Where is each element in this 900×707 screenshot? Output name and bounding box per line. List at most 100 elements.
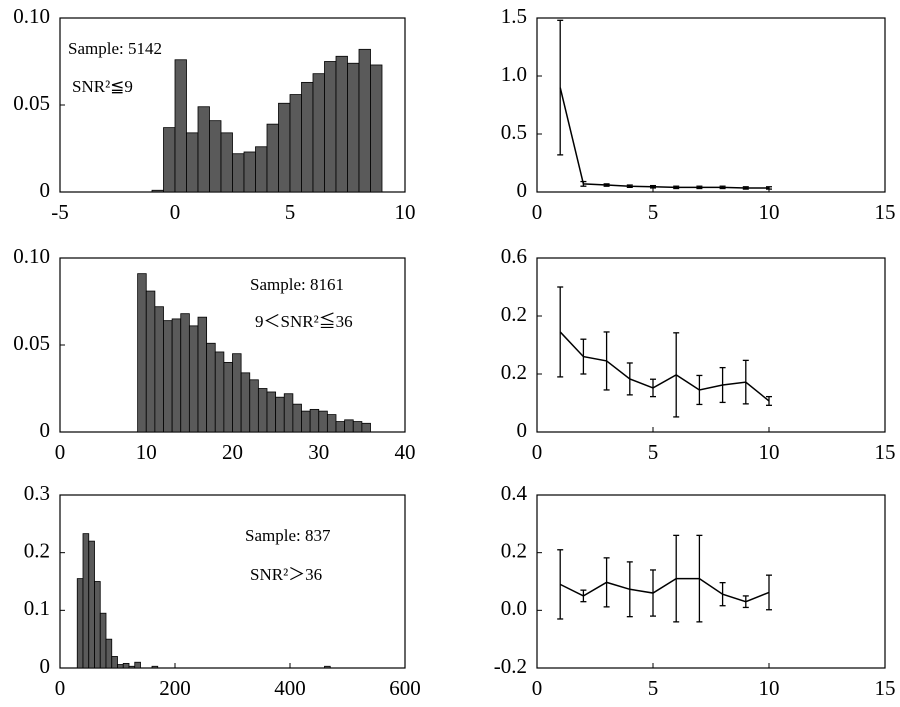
y-tick-label: 0.2 xyxy=(24,538,50,562)
annotation: Sample: 8161 xyxy=(250,275,344,294)
histogram-bar xyxy=(206,342,216,433)
x-tick-label: 5 xyxy=(648,676,659,700)
annotation: Sample: 5142 xyxy=(68,39,162,58)
histogram-bar xyxy=(134,661,141,669)
x-tick-label: 0 xyxy=(532,200,543,224)
histogram-bar xyxy=(249,379,259,433)
x-tick-label: 200 xyxy=(159,676,191,700)
histogram-bar xyxy=(347,62,360,193)
histogram-bar xyxy=(188,325,199,433)
y-tick-label: 0.6 xyxy=(501,244,527,268)
histogram-bar xyxy=(283,393,294,433)
histogram-bar xyxy=(266,123,279,193)
histogram-bar xyxy=(292,403,302,433)
y-tick-label: 1.5 xyxy=(501,4,527,28)
histogram-bar xyxy=(117,664,124,669)
plot-frame xyxy=(536,494,886,669)
histogram-bar xyxy=(232,353,242,433)
x-tick-label: 5 xyxy=(285,200,296,224)
y-tick-label: 0.3 xyxy=(24,481,50,505)
histogram-bar xyxy=(111,656,118,669)
mean-line xyxy=(559,87,769,189)
histogram-bar xyxy=(358,48,371,193)
histogram-bar xyxy=(318,410,328,433)
annotation: 9＜SNR²≦36 xyxy=(255,312,353,331)
histogram-bar xyxy=(243,151,256,193)
y-tick-label: 0.05 xyxy=(13,331,50,355)
x-tick-label: 0 xyxy=(532,676,543,700)
y-tick-label: 0 xyxy=(40,178,51,202)
histogram-bar xyxy=(344,419,354,433)
histogram-bar xyxy=(324,61,337,193)
histogram-bar xyxy=(82,533,90,669)
x-tick-label: 10 xyxy=(136,440,157,464)
histogram-bar xyxy=(223,361,233,433)
y-tick-label: 0.05 xyxy=(13,91,50,115)
histogram-bar xyxy=(163,127,176,193)
x-tick-label: 15 xyxy=(875,200,896,224)
y-tick-label: 0.10 xyxy=(13,4,50,28)
y-tick-label: 0 xyxy=(40,654,51,678)
plot-frame xyxy=(536,257,886,433)
histogram-bar xyxy=(278,102,291,193)
y-tick-label: -0.2 xyxy=(494,654,527,678)
histogram-bar xyxy=(99,612,107,669)
histogram-bar xyxy=(312,73,325,193)
y-tick-label: 0.0 xyxy=(501,596,527,620)
histogram-bar xyxy=(335,55,348,193)
x-tick-label: 40 xyxy=(395,440,416,464)
histogram-bar xyxy=(209,120,222,193)
x-tick-label: 0 xyxy=(532,440,543,464)
mean-line xyxy=(559,577,770,603)
histogram-bar xyxy=(214,351,225,433)
histogram-bar xyxy=(122,662,130,669)
y-tick-label: 0.1 xyxy=(24,596,50,620)
histogram-bar xyxy=(309,408,320,433)
histogram-bar xyxy=(171,318,182,433)
mean-line xyxy=(559,331,770,402)
x-tick-label: 10 xyxy=(759,440,780,464)
histogram-bar xyxy=(361,422,371,433)
x-tick-label: 10 xyxy=(759,676,780,700)
x-tick-label: 30 xyxy=(308,440,329,464)
histogram-bar xyxy=(88,540,95,669)
x-tick-label: 400 xyxy=(274,676,306,700)
histogram-bar xyxy=(105,638,113,669)
plot-frame xyxy=(536,17,886,193)
x-tick-label: 15 xyxy=(875,676,896,700)
histogram-bar xyxy=(352,421,363,433)
histogram-bar xyxy=(186,132,199,193)
annotation: Sample: 837 xyxy=(245,526,331,545)
histogram-bar xyxy=(275,396,285,433)
histogram-bar xyxy=(335,421,346,433)
x-tick-label: 5 xyxy=(648,200,659,224)
histogram-bar xyxy=(255,146,268,193)
y-tick-label: 0 xyxy=(517,178,528,202)
annotation: SNR²≦9 xyxy=(72,77,133,96)
histogram-bar xyxy=(137,273,147,433)
histogram-bar xyxy=(301,81,314,193)
x-tick-label: 0 xyxy=(55,440,66,464)
x-tick-label: 15 xyxy=(875,440,896,464)
histogram-bar xyxy=(174,59,187,193)
histogram-bar xyxy=(151,189,164,193)
histogram-bar xyxy=(76,578,84,669)
histogram-bar xyxy=(289,94,302,193)
histogram-bar xyxy=(370,64,383,193)
plot-frame xyxy=(59,494,406,669)
histogram-bar xyxy=(232,153,245,193)
histogram-bar xyxy=(240,372,251,433)
x-tick-label: 20 xyxy=(222,440,243,464)
histogram-bar xyxy=(197,106,210,193)
histogram-bar xyxy=(257,388,268,433)
x-tick-label: 0 xyxy=(170,200,181,224)
y-tick-label: 0.5 xyxy=(501,120,527,144)
y-tick-label: 0 xyxy=(517,418,528,442)
x-tick-label: 10 xyxy=(759,200,780,224)
y-tick-label: 0.2 xyxy=(501,302,527,326)
x-tick-label: 0 xyxy=(55,676,66,700)
histogram-bar xyxy=(220,132,233,193)
histogram-bar xyxy=(326,414,337,433)
histogram-bar xyxy=(163,320,173,433)
